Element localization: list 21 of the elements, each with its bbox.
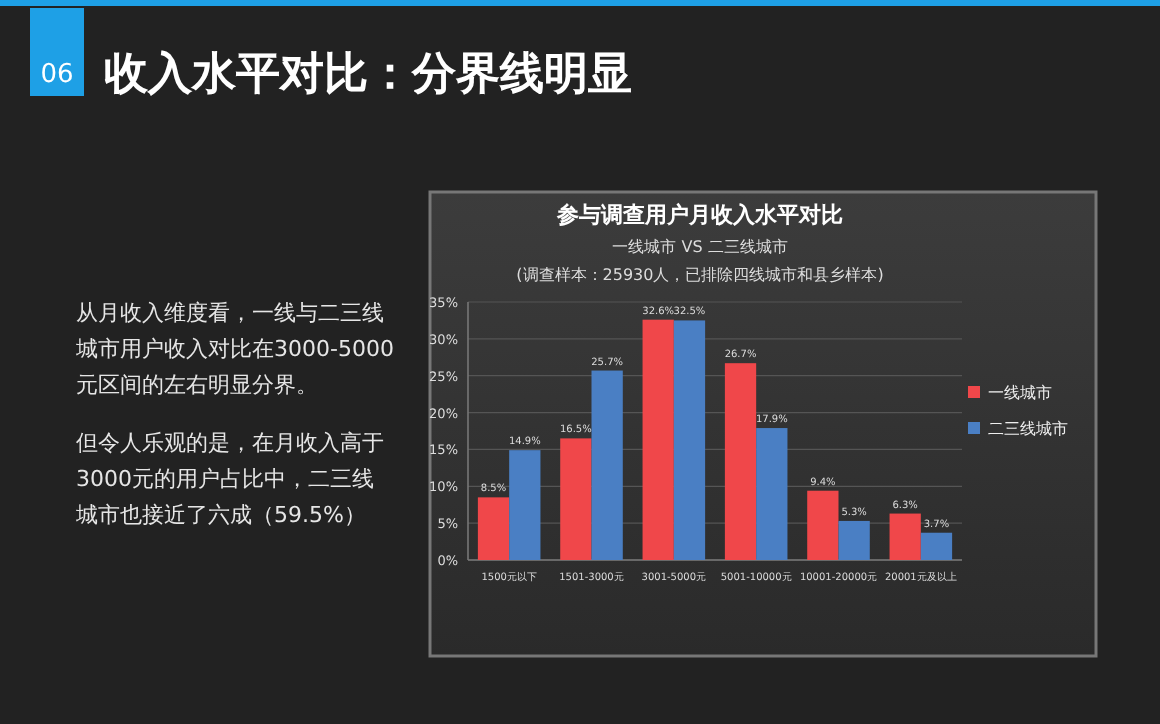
- bar: [477, 497, 510, 560]
- text: 但令人乐观的是，在月收入高于3000元的用户占比中，二三线城市也接近了六成（59.5%）: [74, 430, 384, 528]
- bar: [591, 370, 623, 560]
- bar: [756, 428, 788, 560]
- chart-subtitle: 一线城市 VS 二三线城市: [612, 238, 788, 256]
- legend-label: 一线城市: [988, 384, 1052, 402]
- bar: [889, 513, 921, 560]
- bar: [807, 490, 839, 560]
- legend-label: 二三线城市: [988, 420, 1068, 438]
- bar: [920, 532, 953, 560]
- text: 从月收入维度看，一线与二三线城市用户收入对比在3000-5000元区间的左右明显分界。: [74, 300, 394, 398]
- chart-title: 参与调查用户月收入水平对比: [555, 202, 843, 228]
- bar: [724, 363, 757, 560]
- bar: [838, 520, 870, 560]
- bar: [642, 319, 674, 560]
- bar: [560, 438, 592, 560]
- bar: [509, 450, 541, 560]
- text: 收入水平对比：分界线明显: [104, 50, 632, 100]
- text: (调查样本：25930人，已排除四线城市和县乡样本): [516, 266, 884, 284]
- text: 06: [40, 60, 74, 90]
- bar: [673, 320, 706, 560]
